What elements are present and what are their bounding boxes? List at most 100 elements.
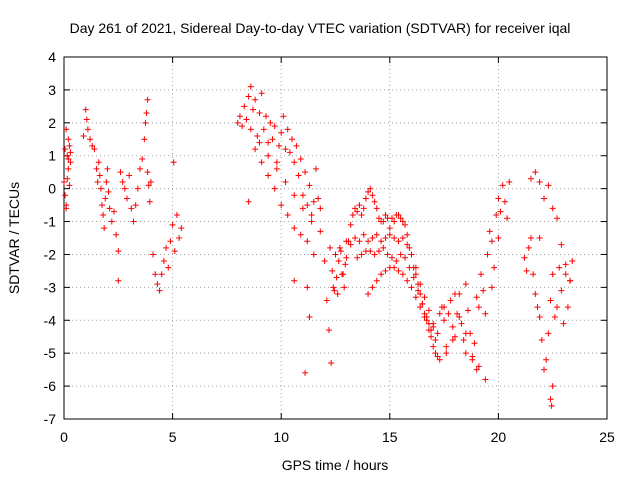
data-point: [532, 169, 539, 176]
data-point: [284, 211, 291, 218]
data-point: [527, 235, 534, 241]
data-point: [545, 330, 552, 337]
data-point: [297, 231, 304, 238]
data-point: [541, 195, 548, 202]
data-point: [293, 142, 300, 149]
data-point: [480, 287, 487, 294]
data-point: [245, 93, 252, 100]
data-point: [521, 254, 528, 261]
data-point: [84, 126, 91, 133]
data-point: [65, 136, 72, 143]
data-point: [373, 205, 380, 212]
x-tick-label: 10: [273, 429, 289, 445]
data-point: [115, 248, 122, 255]
data-point: [371, 251, 378, 258]
data-point: [523, 267, 530, 274]
data-point: [421, 294, 428, 301]
data-point: [331, 287, 338, 294]
data-point: [93, 165, 100, 172]
data-point: [335, 258, 342, 265]
data-point: [399, 235, 406, 241]
data-point: [399, 218, 406, 225]
data-point: [347, 221, 354, 228]
data-point: [538, 337, 545, 344]
data-point: [443, 350, 450, 357]
data-point: [425, 307, 432, 314]
data-point: [375, 215, 382, 222]
data-point: [475, 304, 482, 311]
data-point: [367, 185, 374, 192]
data-point: [291, 277, 298, 284]
data-point: [473, 366, 480, 373]
data-point: [462, 281, 469, 288]
data-point: [150, 251, 157, 258]
data-point: [102, 195, 109, 202]
data-point: [434, 353, 441, 360]
data-point: [258, 159, 265, 166]
data-point: [117, 169, 124, 176]
data-point: [62, 146, 69, 153]
data-point: [265, 172, 272, 179]
data-point: [386, 231, 393, 238]
data-point: [388, 254, 395, 261]
data-point: [139, 156, 146, 163]
data-point: [408, 284, 415, 291]
data-point: [530, 271, 537, 278]
data-point: [147, 179, 154, 186]
x-tick-label: 5: [169, 429, 177, 445]
data-point: [404, 231, 411, 238]
data-point: [104, 165, 111, 172]
data-point: [82, 106, 89, 113]
data-point: [126, 172, 133, 179]
data-point: [454, 310, 461, 317]
data-point: [434, 330, 441, 337]
data-point: [176, 235, 183, 241]
data-point: [260, 126, 267, 133]
data-point: [410, 274, 417, 281]
data-point: [169, 221, 176, 228]
data-point: [278, 129, 285, 136]
data-point: [525, 244, 532, 251]
data-point: [391, 218, 398, 225]
data-point: [447, 297, 454, 304]
data-point: [436, 356, 443, 363]
data-point: [160, 258, 167, 265]
data-point: [130, 218, 137, 225]
data-point: [89, 142, 96, 149]
data-point: [397, 215, 404, 222]
y-tick-label: 2: [48, 115, 56, 131]
plot-frame: [63, 56, 608, 420]
data-point: [549, 271, 556, 278]
data-point: [412, 294, 419, 301]
data-point: [330, 284, 337, 291]
data-point: [551, 313, 558, 320]
data-point: [475, 363, 482, 370]
data-point: [382, 211, 389, 218]
data-point: [91, 146, 98, 153]
data-point: [441, 317, 448, 324]
data-point: [317, 228, 324, 235]
data-point: [536, 235, 543, 241]
y-tick-label: -6: [44, 378, 57, 394]
data-point: [554, 304, 561, 311]
data-point: [141, 136, 148, 143]
data-point: [375, 248, 382, 255]
data-point: [549, 383, 556, 390]
data-point: [365, 188, 372, 195]
data-point: [412, 271, 419, 278]
data-point: [254, 132, 261, 139]
data-point: [178, 225, 185, 232]
data-point: [236, 113, 243, 120]
data-point: [478, 271, 485, 278]
data-point: [495, 195, 502, 202]
data-point: [95, 159, 102, 166]
data-point: [404, 241, 411, 248]
data-point: [543, 356, 550, 363]
data-point: [163, 244, 170, 251]
data-point: [101, 225, 108, 232]
data-point: [402, 221, 409, 228]
data-point: [428, 333, 435, 340]
data-point: [536, 179, 543, 186]
data-point: [391, 235, 398, 241]
data-point: [341, 284, 348, 291]
